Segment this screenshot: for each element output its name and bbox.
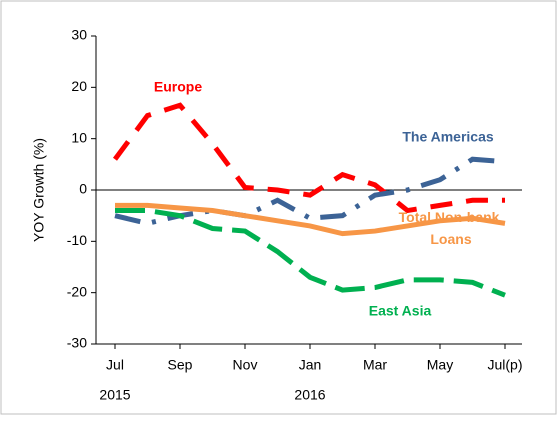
year-label: 2015 xyxy=(99,387,130,403)
y-tick-label: 20 xyxy=(71,78,87,94)
x-tick-label: May xyxy=(427,357,453,373)
x-tick-label: Jul(p) xyxy=(487,357,522,373)
year-label: 2016 xyxy=(294,387,325,403)
x-tick-label: Mar xyxy=(363,357,387,373)
series-line xyxy=(115,202,506,237)
series-label: Europe xyxy=(154,79,202,95)
x-tick-label: Jan xyxy=(299,357,322,373)
y-tick-label: -30 xyxy=(67,335,87,351)
x-tick-label: Sep xyxy=(168,357,193,373)
y-tick-label: -20 xyxy=(67,283,87,299)
label-line: Loans xyxy=(430,231,471,247)
y-axis-label: YOY Growth (%) xyxy=(31,138,47,242)
series-label: The Americas xyxy=(402,129,494,145)
series-line xyxy=(112,102,505,214)
series-label: East Asia xyxy=(369,303,432,319)
series-label: Total Non-bank Loans xyxy=(399,209,504,247)
x-tick-label: Nov xyxy=(233,357,258,373)
y-tick-label: 30 xyxy=(71,27,87,43)
y-tick-label: 10 xyxy=(71,129,87,145)
y-tick-label: 0 xyxy=(79,181,87,197)
series-line xyxy=(115,208,506,298)
y-tick-label: -10 xyxy=(67,232,87,248)
label-line: Total Non-bank xyxy=(399,209,504,225)
x-tick-label: Jul xyxy=(106,357,124,373)
